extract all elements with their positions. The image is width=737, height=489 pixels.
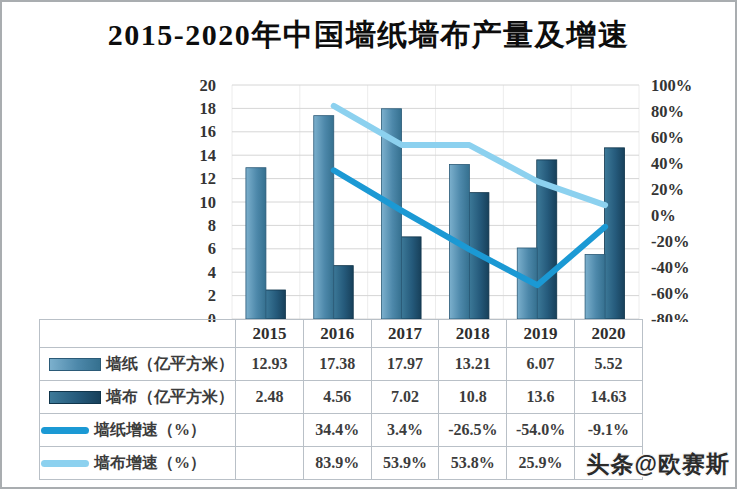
left-axis-tick: 14 bbox=[200, 146, 217, 165]
right-axis-tick: 0% bbox=[651, 206, 676, 225]
watermark-text: 头条@欧赛斯 bbox=[587, 449, 730, 480]
right-axis-tick: 100% bbox=[651, 76, 692, 95]
table-cell-wallpaper-2017: 17.97 bbox=[371, 348, 439, 381]
legend-label-wallcloth-growth: 墙布增速（%） bbox=[94, 453, 206, 474]
legend-label-wallcloth: 墙布（亿平方米） bbox=[106, 387, 234, 408]
table-row-wallcloth-growth: 墙布增速（%） 83.9%53.9%53.8%25.9% bbox=[40, 447, 643, 480]
table-cell-wallcloth-growth-2019: 25.9% bbox=[507, 447, 575, 480]
right-axis-tick: -20% bbox=[651, 232, 690, 251]
right-axis-tick: -40% bbox=[651, 258, 690, 277]
bar-wallcloth-2017 bbox=[401, 237, 421, 319]
legend-label-wallpaper-growth: 墙纸增速（%） bbox=[94, 420, 206, 441]
chart-title: 2015-2020年中国墙纸墙布产量及增速 bbox=[2, 15, 735, 56]
table-cell-wallpaper-2016: 17.38 bbox=[303, 348, 371, 381]
left-axis-tick: 18 bbox=[200, 99, 217, 118]
bar-wallpaper-2015 bbox=[246, 168, 266, 319]
table-cell-wallpaper-2015: 12.93 bbox=[236, 348, 304, 381]
table-cell-wallcloth-2015: 2.48 bbox=[236, 381, 304, 414]
bar-wallcloth-2016 bbox=[333, 266, 353, 319]
table-cell-wallpaper-2019: 6.07 bbox=[507, 348, 575, 381]
right-axis-tick: 20% bbox=[651, 180, 684, 199]
left-axis-tick: 20 bbox=[200, 76, 217, 95]
table-cell-wallpaper-growth-2018: -26.5% bbox=[439, 414, 507, 447]
bar-wallpaper-2020 bbox=[585, 254, 605, 319]
right-axis-tick: 80% bbox=[651, 102, 684, 121]
table-cell-wallpaper-growth-2017: 3.4% bbox=[371, 414, 439, 447]
table-row-wallpaper: 墙纸（亿平方米）12.9317.3817.9713.216.075.52 bbox=[40, 348, 643, 381]
bar-wallpaper-2016 bbox=[314, 116, 334, 319]
legend-cell-wallcloth-growth: 墙布增速（%） bbox=[40, 447, 236, 480]
table-cell-wallcloth-growth-2017: 53.9% bbox=[371, 447, 439, 480]
left-axis-tick: 10 bbox=[200, 193, 217, 212]
table-row-wallpaper-growth: 墙纸增速（%） 34.4%3.4%-26.5%-54.0%-9.1% bbox=[40, 414, 643, 447]
production-growth-chart: 02468101214161820100%80%60%40%20%0%-20%-… bbox=[2, 72, 737, 322]
bar-wallcloth-2020 bbox=[605, 148, 625, 319]
table-cell-wallcloth-2020: 14.63 bbox=[574, 381, 642, 414]
chart-data-table: 201520162017201820192020墙纸（亿平方米）12.9317.… bbox=[39, 319, 643, 480]
table-cell-wallcloth-2017: 7.02 bbox=[371, 381, 439, 414]
table-cell-wallcloth-growth-2018: 53.8% bbox=[439, 447, 507, 480]
table-cell-wallpaper-growth-2016: 34.4% bbox=[303, 414, 371, 447]
table-cell-wallpaper-2020: 5.52 bbox=[574, 348, 642, 381]
left-axis-tick: 6 bbox=[208, 239, 216, 258]
wallpaper-growth-line-swatch-icon bbox=[41, 427, 89, 434]
table-cell-wallpaper-growth-2015 bbox=[236, 414, 304, 447]
wallcloth-bar-swatch-icon bbox=[49, 391, 101, 404]
left-axis-tick: 16 bbox=[200, 122, 217, 141]
legend-cell-wallpaper: 墙纸（亿平方米） bbox=[40, 348, 236, 381]
year-header-2019: 2019 bbox=[507, 320, 575, 348]
table-row-wallcloth: 墙布（亿平方米）2.484.567.0210.813.614.63 bbox=[40, 381, 643, 414]
table-cell-wallcloth-growth-2015 bbox=[236, 447, 304, 480]
table-cell-wallpaper-2018: 13.21 bbox=[439, 348, 507, 381]
right-axis-tick: -80% bbox=[651, 310, 690, 323]
left-axis-tick: 4 bbox=[208, 263, 216, 282]
year-header-2016: 2016 bbox=[303, 320, 371, 348]
year-header-2020: 2020 bbox=[574, 320, 642, 348]
table-cell-wallpaper-growth-2020: -9.1% bbox=[574, 414, 642, 447]
table-cell-wallcloth-2016: 4.56 bbox=[303, 381, 371, 414]
table-corner-blank bbox=[40, 320, 236, 348]
left-axis-tick: 12 bbox=[200, 169, 217, 188]
table-cell-wallcloth-growth-2016: 83.9% bbox=[303, 447, 371, 480]
table-cell-wallcloth-2018: 10.8 bbox=[439, 381, 507, 414]
table-cell-wallcloth-2019: 13.6 bbox=[507, 381, 575, 414]
left-axis-tick: 2 bbox=[208, 286, 216, 305]
wallcloth-growth-line-swatch-icon bbox=[41, 460, 89, 467]
year-header-2017: 2017 bbox=[371, 320, 439, 348]
chart-image-frame: 2015-2020年中国墙纸墙布产量及增速 024681012141618201… bbox=[0, 0, 737, 489]
legend-cell-wallcloth: 墙布（亿平方米） bbox=[40, 381, 236, 414]
year-header-2018: 2018 bbox=[439, 320, 507, 348]
year-header-2015: 2015 bbox=[236, 320, 304, 348]
legend-cell-wallpaper-growth: 墙纸增速（%） bbox=[40, 414, 236, 447]
wallpaper-bar-swatch-icon bbox=[49, 358, 101, 371]
left-axis-tick: 8 bbox=[208, 216, 216, 235]
table-cell-wallpaper-growth-2019: -54.0% bbox=[507, 414, 575, 447]
bar-wallcloth-2015 bbox=[265, 290, 285, 319]
right-axis-tick: -60% bbox=[651, 284, 690, 303]
right-axis-tick: 60% bbox=[651, 128, 684, 147]
right-axis-tick: 40% bbox=[651, 154, 684, 173]
legend-label-wallpaper: 墙纸（亿平方米） bbox=[106, 354, 234, 375]
